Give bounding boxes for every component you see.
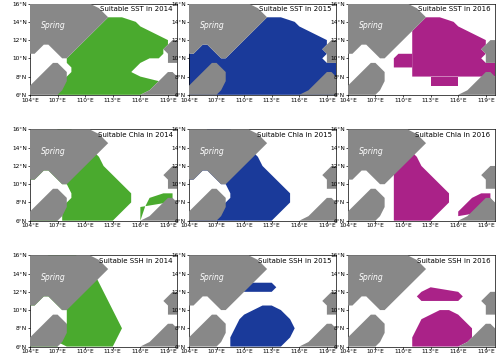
Polygon shape — [104, 63, 131, 81]
Text: Suitable Chla in 2015: Suitable Chla in 2015 — [256, 132, 332, 138]
Polygon shape — [348, 63, 385, 95]
Polygon shape — [458, 193, 490, 216]
Polygon shape — [30, 315, 67, 347]
Polygon shape — [430, 77, 458, 86]
Text: Suitable Chla in 2014: Suitable Chla in 2014 — [98, 132, 172, 138]
Polygon shape — [348, 255, 426, 310]
Polygon shape — [412, 17, 495, 77]
Polygon shape — [230, 305, 294, 347]
Polygon shape — [189, 207, 216, 221]
Polygon shape — [30, 189, 67, 221]
Text: Suitable SSH in 2014: Suitable SSH in 2014 — [99, 258, 172, 264]
Polygon shape — [30, 255, 122, 347]
Polygon shape — [189, 63, 226, 95]
Polygon shape — [189, 17, 336, 95]
Polygon shape — [30, 63, 67, 95]
Polygon shape — [348, 315, 385, 347]
Text: Spring: Spring — [200, 273, 225, 282]
Polygon shape — [164, 40, 177, 63]
Text: Spring: Spring — [41, 147, 66, 156]
Polygon shape — [189, 315, 226, 347]
Text: Suitable SSH in 2015: Suitable SSH in 2015 — [258, 258, 332, 264]
Polygon shape — [140, 198, 177, 221]
Polygon shape — [481, 166, 495, 189]
Polygon shape — [189, 130, 290, 221]
Polygon shape — [189, 189, 226, 221]
Text: Spring: Spring — [200, 21, 225, 30]
Polygon shape — [30, 130, 131, 221]
Polygon shape — [58, 17, 168, 95]
Polygon shape — [322, 40, 336, 63]
Polygon shape — [481, 292, 495, 315]
Polygon shape — [140, 324, 177, 347]
Polygon shape — [300, 324, 336, 347]
Polygon shape — [164, 292, 177, 315]
Polygon shape — [348, 130, 426, 184]
Text: Spring: Spring — [200, 147, 225, 156]
Polygon shape — [30, 333, 58, 347]
Text: Spring: Spring — [41, 21, 66, 30]
Polygon shape — [244, 283, 276, 292]
Polygon shape — [394, 54, 412, 68]
Polygon shape — [30, 4, 108, 58]
Polygon shape — [30, 130, 108, 184]
Polygon shape — [458, 72, 495, 95]
Polygon shape — [30, 255, 108, 310]
Polygon shape — [140, 72, 177, 95]
Polygon shape — [300, 198, 336, 221]
Text: Suitable SSH in 2016: Suitable SSH in 2016 — [417, 258, 490, 264]
Polygon shape — [140, 193, 172, 221]
Text: Spring: Spring — [41, 273, 66, 282]
Text: Suitable Chla in 2016: Suitable Chla in 2016 — [416, 132, 490, 138]
Polygon shape — [348, 189, 385, 221]
Polygon shape — [300, 72, 336, 95]
Polygon shape — [412, 310, 472, 347]
Polygon shape — [481, 40, 495, 63]
Polygon shape — [322, 292, 336, 315]
Polygon shape — [164, 166, 177, 189]
Polygon shape — [189, 255, 267, 310]
Polygon shape — [348, 4, 426, 58]
Text: Suitable SST in 2016: Suitable SST in 2016 — [418, 6, 490, 12]
Text: Spring: Spring — [359, 21, 384, 30]
Polygon shape — [394, 139, 449, 221]
Polygon shape — [417, 287, 463, 301]
Polygon shape — [189, 4, 267, 58]
Polygon shape — [322, 166, 336, 189]
Polygon shape — [30, 212, 58, 221]
Text: Spring: Spring — [359, 147, 384, 156]
Text: Suitable SST in 2014: Suitable SST in 2014 — [100, 6, 172, 12]
Text: Spring: Spring — [359, 273, 384, 282]
Polygon shape — [458, 324, 495, 347]
Polygon shape — [458, 198, 495, 221]
Text: Suitable SST in 2015: Suitable SST in 2015 — [259, 6, 332, 12]
Polygon shape — [189, 130, 267, 184]
